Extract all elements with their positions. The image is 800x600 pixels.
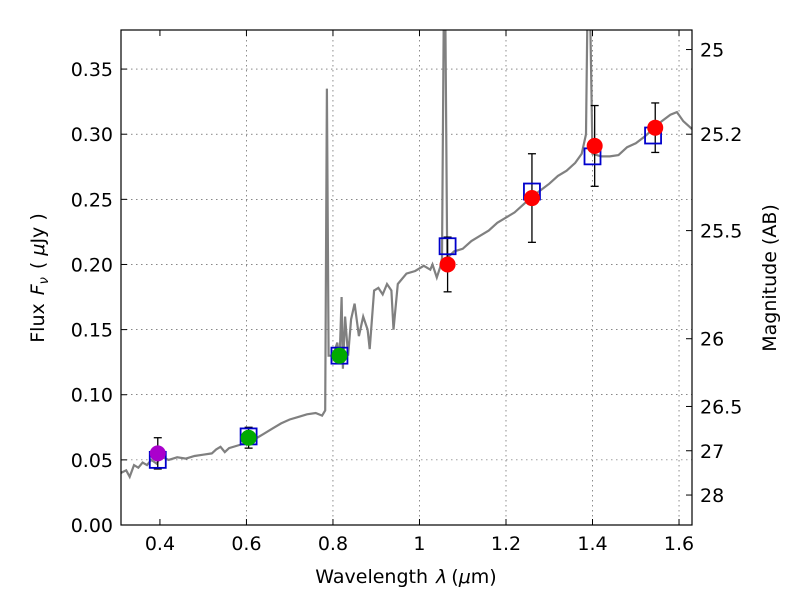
y-axis-label: FluxFν(μJy ) bbox=[27, 213, 52, 343]
observed-flux-point bbox=[240, 429, 257, 446]
y2-tick-label: 26.5 bbox=[700, 396, 742, 418]
observed-flux-point bbox=[647, 119, 664, 136]
x-tick-label: 0.8 bbox=[318, 533, 348, 555]
y-tick-label: 0.25 bbox=[71, 189, 113, 211]
y2-tick-label: 25.2 bbox=[700, 124, 742, 146]
x-tick-label: 1.2 bbox=[491, 533, 521, 555]
y-tick-label: 0.30 bbox=[71, 124, 113, 146]
y-tick-label: 0.00 bbox=[71, 515, 113, 537]
plot-frame bbox=[120, 29, 693, 526]
plot-area bbox=[121, 30, 692, 480]
y-tick-label: 0.35 bbox=[71, 59, 113, 81]
y2-tick-label: 25 bbox=[700, 40, 724, 62]
y-tick-label: 0.10 bbox=[71, 385, 113, 407]
observed-flux-point bbox=[331, 347, 348, 364]
template-spectrum-line bbox=[121, 30, 692, 480]
y2-tick-label: 25.5 bbox=[700, 221, 742, 243]
y2-tick-label: 28 bbox=[700, 485, 724, 507]
x-axis-label: Wavelength λ (μm) bbox=[315, 566, 496, 588]
x-tick-label: 0.6 bbox=[231, 533, 261, 555]
y-tick-label: 0.20 bbox=[71, 254, 113, 276]
x-tick-label: 0.4 bbox=[145, 533, 175, 555]
y2-tick-label: 26 bbox=[700, 329, 724, 351]
x-tick-label: 1.4 bbox=[577, 533, 607, 555]
x-tick-label: 1.6 bbox=[664, 533, 694, 555]
y2-axis-label: Magnitude (AB) bbox=[759, 204, 781, 352]
observed-flux-point bbox=[439, 256, 456, 273]
y2-tick-label: 27 bbox=[700, 441, 724, 463]
grid bbox=[121, 30, 692, 525]
y-tick-label: 0.15 bbox=[71, 320, 113, 342]
observed-flux-point bbox=[586, 137, 603, 154]
model-flux-square bbox=[438, 237, 457, 256]
observed-flux-point bbox=[149, 445, 166, 462]
x-tick-label: 1 bbox=[413, 533, 425, 555]
observed-flux-point bbox=[523, 190, 540, 207]
axis-ticks: 0.4 0.6 0.8 1 1.2 1.4 1.6 0.00 0.05 0.10 0.15 0.20 0… bbox=[71, 30, 742, 555]
y-tick-label: 0.05 bbox=[71, 450, 113, 472]
